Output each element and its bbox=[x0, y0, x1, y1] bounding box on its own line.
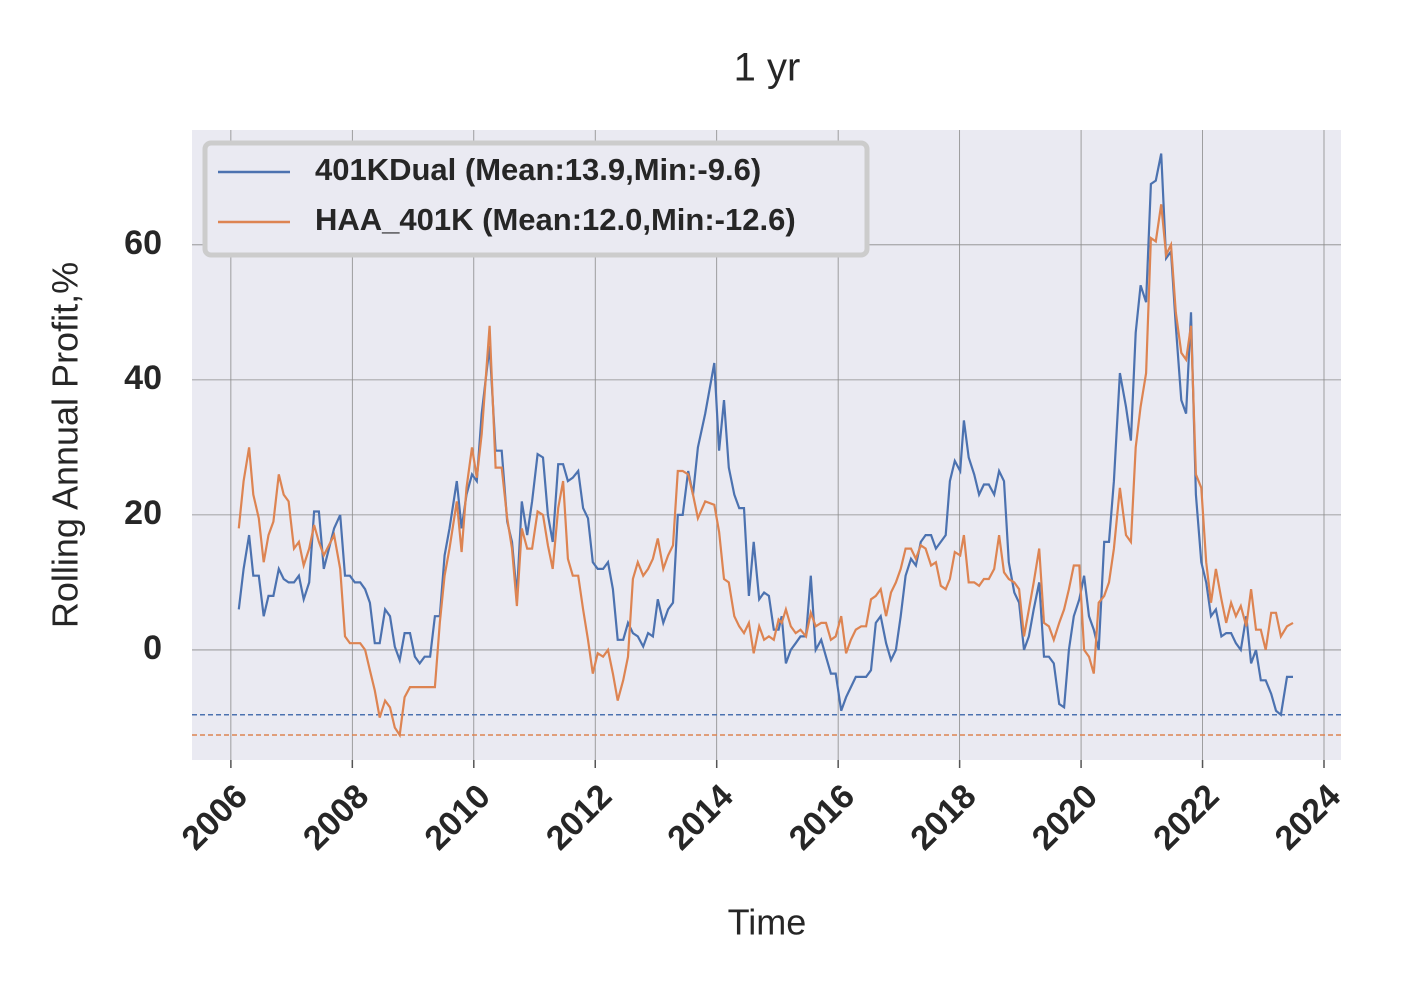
x-tick-label: 2014 bbox=[660, 777, 740, 857]
chart-title: 1 yr bbox=[734, 46, 801, 90]
y-tick-label: 0 bbox=[143, 629, 162, 667]
x-axis-label: Time bbox=[728, 902, 807, 943]
legend-label: HAA_401K (Mean:12.0,Min:-12.6) bbox=[315, 202, 796, 237]
x-tick-label: 2024 bbox=[1268, 777, 1348, 857]
x-tick-label: 2006 bbox=[175, 777, 255, 857]
x-tick-label: 2012 bbox=[539, 777, 619, 857]
y-tick-label: 60 bbox=[124, 224, 162, 262]
y-axis-label: Rolling Annual Profit,% bbox=[45, 262, 86, 628]
y-tick-label: 40 bbox=[124, 359, 162, 397]
series-line bbox=[237, 204, 1294, 739]
x-tick-label: 2018 bbox=[903, 777, 983, 857]
legend-label: 401KDual (Mean:13.9,Min:-9.6) bbox=[315, 152, 761, 187]
y-tick-label: 20 bbox=[124, 494, 162, 532]
x-tick-label: 2008 bbox=[296, 777, 376, 857]
x-tick-label: 2022 bbox=[1146, 777, 1226, 857]
x-tick-label: 2010 bbox=[417, 777, 497, 857]
x-tick-label: 2016 bbox=[782, 777, 862, 857]
legend-box bbox=[202, 140, 870, 258]
legend: 401KDual (Mean:13.9,Min:-9.6) HAA_401K (M… bbox=[202, 140, 870, 258]
x-tick-label: 2020 bbox=[1025, 777, 1105, 857]
